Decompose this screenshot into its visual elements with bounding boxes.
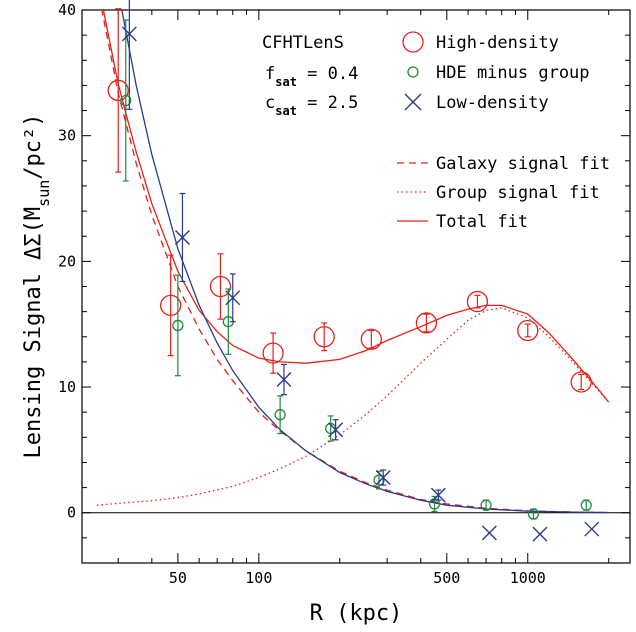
fit-line-total-fit [102, 10, 610, 403]
y-tick-label: 0 [67, 504, 76, 522]
high-density-point [466, 290, 489, 313]
hde-minus-group-point [274, 409, 286, 421]
data-points [107, 0, 600, 542]
high-density-point [415, 312, 438, 334]
hde-minus-group-point [480, 499, 492, 511]
high-density-point [107, 79, 129, 102]
y-axis-title: Lensing Signal ΔΣ(Msun/pc²) [21, 114, 53, 459]
y-tick-label: 30 [58, 127, 76, 145]
legend-marker-low-density [404, 93, 422, 111]
legend-marker-hde-minus-group [407, 66, 419, 78]
x-tick-label: 50 [169, 569, 187, 587]
low-density-point [375, 470, 391, 486]
y-tick-label: 20 [58, 252, 76, 270]
x-axis-title: R (kpc) [310, 601, 403, 626]
x-tick-label: 100 [245, 569, 272, 587]
low-density-point [532, 526, 548, 542]
fsat-label: fsat = 0.4 [265, 64, 358, 89]
y-tick-label: 40 [58, 1, 76, 19]
low-density-point [276, 372, 292, 387]
high-density-point [313, 326, 335, 348]
hde-minus-group-point [527, 508, 540, 520]
survey-label: CFHTLenS [262, 33, 344, 53]
low-density-point [225, 290, 241, 306]
hde-minus-group-point [580, 499, 592, 511]
low-density-point [328, 422, 344, 438]
legend-label-hde-minus-group: HDE minus group [436, 63, 590, 83]
axis-ticks: 0 10 20 30 40 50 100 500 1000 [58, 1, 630, 587]
legend-marker-high-density [402, 31, 424, 53]
csat-label: csat = 2.5 [265, 93, 358, 118]
legend-label-low-density: Low-density [436, 93, 549, 113]
fit-parameters-annotation: CFHTLenS fsat = 0.4 csat = 2.5 [262, 33, 358, 118]
y-tick-label: 10 [58, 378, 76, 396]
low-density-point [430, 487, 446, 503]
high-density-point [360, 328, 382, 350]
high-density-point [262, 342, 284, 364]
legend-label-group-fit: Group signal fit [436, 183, 600, 203]
hde-minus-group-point [373, 474, 385, 486]
high-density-point [570, 371, 592, 393]
hde-minus-group-point [172, 319, 184, 332]
low-density-point [584, 521, 600, 537]
fit-line-group-signal-fit [96, 307, 610, 506]
legend-label-high-density: High-density [436, 33, 559, 53]
hde-minus-group-point [120, 94, 132, 107]
legend-label-galaxy-fit: Galaxy signal fit [436, 154, 610, 174]
low-density-point [121, 26, 137, 42]
low-density-point [174, 229, 190, 245]
x-tick-label: 500 [433, 569, 460, 587]
high-density-point [209, 275, 232, 298]
legend: High-density HDE minus group Low-density… [397, 31, 610, 232]
high-density-point [517, 319, 539, 342]
x-tick-label: 1000 [510, 569, 546, 587]
high-density-point [160, 294, 182, 317]
low-density-point [481, 525, 497, 541]
legend-label-total-fit: Total fit [436, 212, 528, 232]
